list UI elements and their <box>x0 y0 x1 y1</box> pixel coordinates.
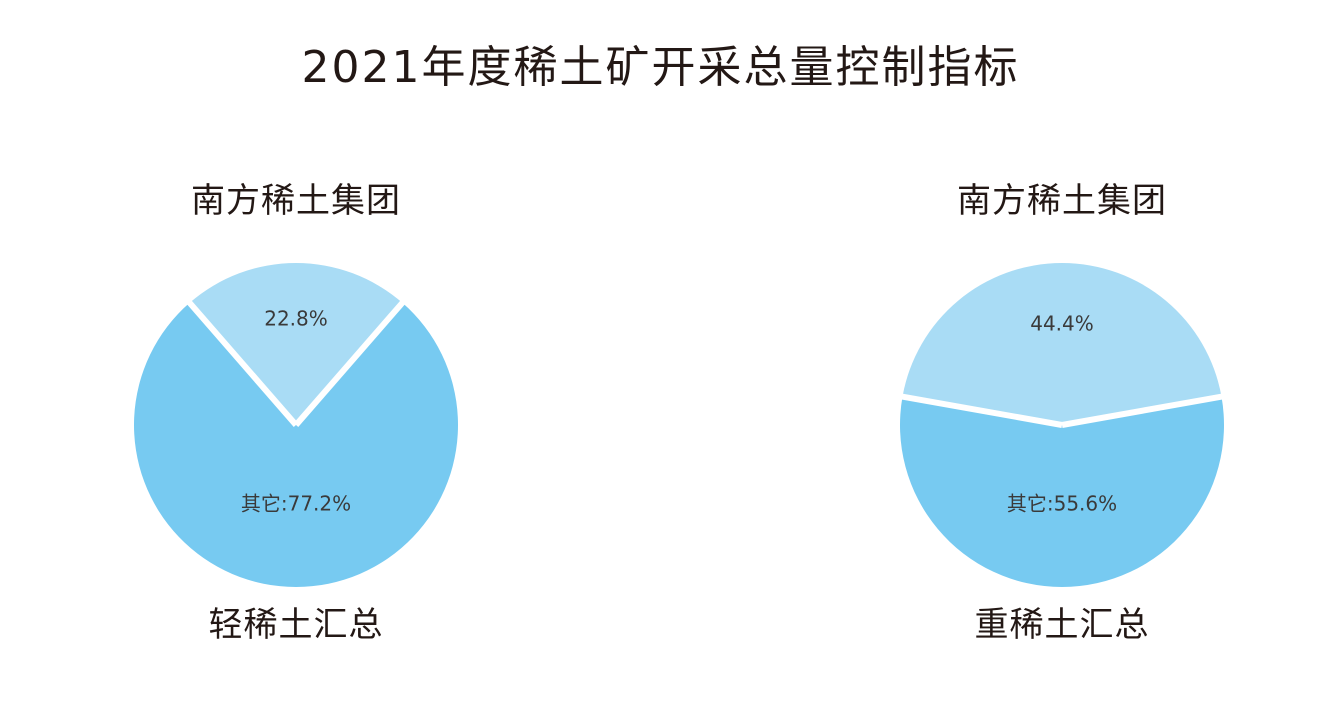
slice-label-other: 其它:55.6% <box>1007 492 1117 516</box>
slice-separator <box>1061 393 1224 428</box>
pie-slice-other <box>900 396 1224 587</box>
page-title: 2021年度稀土矿开采总量控制指标 <box>301 42 1020 93</box>
pie-heavy: 44.4% 其它:55.6% <box>900 263 1224 587</box>
pie-light: 22.8% 其它:77.2% <box>134 263 458 587</box>
chart-title-light: 轻稀土汇总 <box>208 605 384 645</box>
slice-label-nanfang: 44.4% <box>1030 312 1094 336</box>
pie-slice-other <box>134 302 458 587</box>
legend-label-nanfang: 南方稀土集团 <box>191 181 401 221</box>
slice-separator <box>900 393 1063 428</box>
pie-slice-nanfang <box>902 263 1222 425</box>
slice-separator <box>186 299 299 427</box>
heavy-rare-earth-chart: 南方稀土集团 44.4% 其它:55.6% 重稀土汇总 <box>852 170 1272 670</box>
legend-label-nanfang: 南方稀土集团 <box>957 181 1167 221</box>
chart-title-heavy: 重稀土汇总 <box>974 605 1150 645</box>
slice-label-nanfang: 22.8% <box>264 307 328 331</box>
light-rare-earth-chart: 南方稀土集团 22.8% 其它:77.2% 轻稀土汇总 <box>86 170 506 670</box>
slice-label-other: 其它:77.2% <box>241 492 351 516</box>
pie-slice-nanfang <box>189 263 403 425</box>
slice-separator <box>293 299 406 427</box>
